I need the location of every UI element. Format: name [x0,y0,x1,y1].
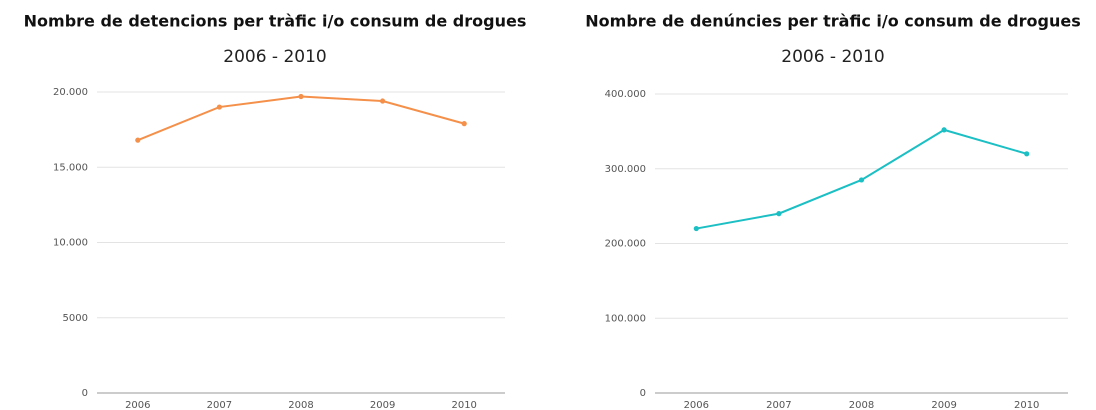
y-tick-label: 0 [640,388,646,399]
x-tick-label: 2006 [125,400,150,410]
y-tick-label: 15.000 [53,162,88,173]
point [1024,151,1030,157]
x-tick-label: 2007 [766,400,791,410]
x-tick-label: 2007 [207,400,232,410]
chart-title: Nombre de detencions per tràfic i/o cons… [24,12,527,31]
point [858,177,865,183]
x-tick-label: 2006 [684,400,709,410]
y-tick-label: 300.000 [605,164,646,175]
y-tick-label: 100.000 [605,313,646,324]
x-tick-label: 2010 [451,400,476,410]
x-tick-label: 2009 [931,400,956,410]
point [380,98,386,104]
y-tick-label: 20.000 [53,87,88,98]
x-tick-label: 2008 [288,400,313,410]
point [135,137,141,143]
point [941,127,947,133]
point [776,211,782,217]
point [298,93,304,100]
line [137,95,465,142]
point [216,104,222,110]
point [461,121,467,127]
y-tick-label: 5000 [63,313,88,324]
y-tick-label: 400.000 [605,89,646,100]
chart-subtitle: 2006 - 2010 [223,47,326,67]
y-tick-label: 200.000 [605,239,646,250]
x-tick-label: 2010 [1014,400,1039,410]
chart-title: Nombre de denúncies per tràfic i/o consu… [585,12,1080,31]
x-tick-label: 2009 [370,400,395,410]
y-tick-label: 0 [82,388,88,399]
y-tick-label: 10.000 [53,238,88,249]
point [693,225,699,232]
x-tick-label: 2008 [849,400,874,410]
chart-subtitle: 2006 - 2010 [781,47,884,67]
